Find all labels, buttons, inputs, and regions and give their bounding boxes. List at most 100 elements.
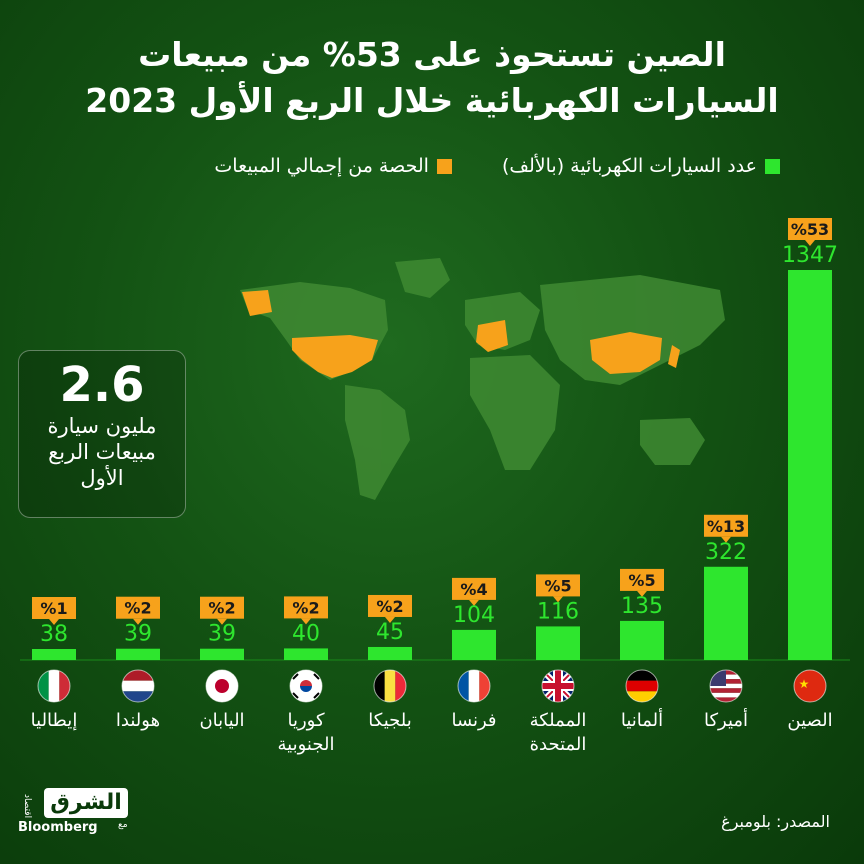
value-label: 135 bbox=[621, 594, 663, 619]
bar bbox=[368, 646, 412, 660]
share-label: %13 bbox=[707, 517, 745, 536]
legend-item-share: الحصة من إجمالي المبيعات bbox=[214, 155, 452, 177]
value-label: 1347 bbox=[782, 243, 838, 268]
legend-swatch-count bbox=[765, 158, 780, 174]
share-label: %2 bbox=[208, 599, 235, 618]
logo-tag: اقتصاد bbox=[22, 794, 32, 819]
legend-label-count: عدد السيارات الكهربائية (بالألف) bbox=[501, 155, 757, 177]
share-badge-pointer bbox=[217, 618, 227, 625]
total-callout: 2.6 مليون سيارة مبيعات الربع الأول bbox=[18, 350, 186, 518]
country-label: الصين bbox=[787, 710, 832, 731]
share-badge-pointer bbox=[49, 618, 59, 625]
svg-text:★: ★ bbox=[799, 677, 810, 691]
country-label: إيطاليا bbox=[31, 710, 78, 731]
share-badge-pointer bbox=[301, 618, 311, 625]
share-label: %2 bbox=[292, 598, 319, 617]
share-badge bbox=[200, 596, 244, 619]
belgium-flag bbox=[373, 669, 407, 703]
japan-flag bbox=[205, 669, 239, 703]
share-badge bbox=[788, 218, 832, 240]
country-label: هولندا bbox=[116, 710, 160, 731]
usa-map-highlight bbox=[292, 335, 378, 378]
share-badge-pointer bbox=[805, 240, 815, 246]
bar bbox=[620, 620, 664, 660]
share-label: %53 bbox=[791, 220, 829, 239]
value-label: 39 bbox=[124, 622, 152, 647]
alaska-map-highlight bbox=[242, 290, 272, 316]
bar bbox=[116, 648, 160, 660]
share-badge bbox=[284, 596, 328, 619]
south-korea-flag bbox=[289, 669, 323, 703]
logo-with: مع bbox=[118, 820, 128, 830]
bar bbox=[284, 648, 328, 660]
country-label: اليابان bbox=[199, 710, 244, 731]
france-flag bbox=[457, 669, 491, 703]
germany-flag bbox=[625, 669, 659, 703]
logo-bloomberg: Bloomberg bbox=[18, 820, 98, 835]
italy-flag bbox=[37, 669, 71, 703]
callout-line-3: الأول bbox=[80, 466, 124, 490]
callout-value: 2.6 bbox=[59, 357, 145, 413]
legend-item-count: عدد السيارات الكهربائية (بالألف) bbox=[502, 155, 780, 177]
share-label: %1 bbox=[40, 599, 67, 618]
country-label: كوريا bbox=[287, 710, 324, 731]
callout-line-1: مليون سيارة bbox=[47, 414, 157, 438]
logo-main: الشرق bbox=[44, 788, 128, 818]
share-label: %5 bbox=[628, 571, 655, 590]
share-badge-pointer bbox=[637, 590, 647, 597]
share-badge bbox=[536, 574, 580, 597]
share-badge-pointer bbox=[469, 599, 479, 606]
share-badge-pointer bbox=[721, 536, 731, 543]
asharq-logo: الشرق اقتصاد Bloomberg مع bbox=[18, 788, 138, 840]
bar bbox=[788, 270, 832, 660]
japan-map-highlight bbox=[668, 345, 680, 368]
title-line-2: السيارات الكهربائية خلال الربع الأول 202… bbox=[85, 81, 779, 120]
country-label: المملكة bbox=[530, 710, 587, 731]
bar bbox=[32, 648, 76, 660]
share-badge-pointer bbox=[133, 618, 143, 625]
share-badge-pointer bbox=[553, 596, 563, 603]
share-badge bbox=[32, 596, 76, 619]
netherlands-flag bbox=[121, 669, 155, 703]
bar bbox=[704, 566, 748, 660]
value-label: 104 bbox=[453, 603, 495, 628]
legend-label-share: الحصة من إجمالي المبيعات bbox=[214, 155, 429, 177]
australia-shape bbox=[640, 418, 705, 465]
china-map-highlight bbox=[590, 332, 662, 374]
value-label: 322 bbox=[705, 540, 747, 565]
bar bbox=[536, 626, 580, 660]
share-label: %2 bbox=[124, 599, 151, 618]
greenland-shape bbox=[395, 258, 450, 298]
chart-title: الصين تستحوذ على 53% من مبيعات السيارات … bbox=[0, 32, 864, 124]
country-label: أميركا bbox=[704, 708, 748, 731]
title-line-1: الصين تستحوذ على 53% من مبيعات bbox=[138, 35, 726, 74]
share-badge bbox=[368, 594, 412, 617]
share-badge bbox=[620, 568, 664, 591]
share-label: %5 bbox=[544, 576, 571, 595]
country-label: المتحدة bbox=[530, 734, 587, 755]
share-badge-pointer bbox=[385, 616, 395, 623]
uk-flag bbox=[541, 669, 575, 703]
legend-swatch-share bbox=[436, 158, 452, 174]
africa-shape bbox=[470, 355, 560, 470]
country-label: الجنوبية bbox=[278, 734, 335, 755]
legend: عدد السيارات الكهربائية (بالألف) الحصة م… bbox=[214, 155, 780, 177]
value-label: 40 bbox=[292, 621, 320, 646]
country-label: فرنسا bbox=[451, 710, 496, 731]
country-label: ألمانيا bbox=[621, 708, 663, 731]
south-america-shape bbox=[345, 385, 410, 500]
china-flag: ★ bbox=[793, 669, 827, 703]
callout-line-2: مبيعات الربع bbox=[48, 440, 156, 464]
value-label: 45 bbox=[376, 620, 404, 645]
value-label: 39 bbox=[208, 622, 236, 647]
share-badge bbox=[704, 514, 748, 537]
country-label: بلجيكا bbox=[368, 710, 411, 731]
asia-shape bbox=[540, 275, 725, 385]
bar bbox=[200, 648, 244, 660]
share-badge bbox=[116, 596, 160, 619]
source-note: المصدر: بلومبرغ bbox=[721, 812, 830, 831]
bar bbox=[452, 629, 496, 660]
value-label: 38 bbox=[40, 622, 68, 647]
